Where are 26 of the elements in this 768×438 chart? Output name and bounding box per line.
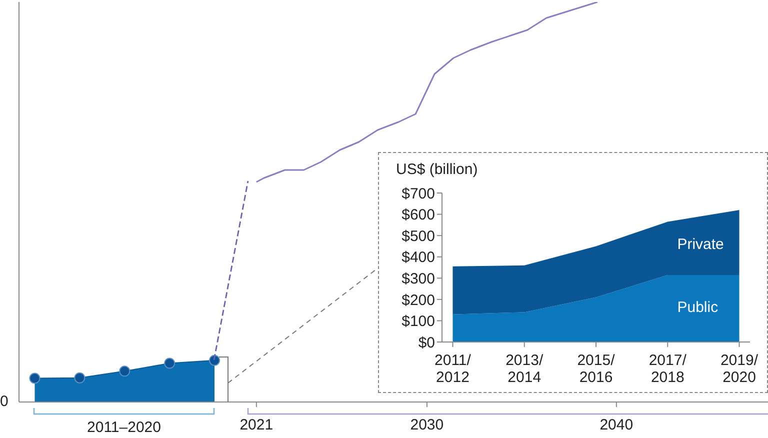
y-tick-label: $700 xyxy=(402,185,435,202)
point xyxy=(29,372,40,384)
x-tick-label: 2040 xyxy=(600,416,634,434)
y-tick-label: $0 xyxy=(418,334,435,352)
x-tick-label: 2011/2012 xyxy=(434,352,472,386)
y-tick-label: $400 xyxy=(402,249,435,266)
series-label: Public xyxy=(677,299,718,316)
point xyxy=(164,358,176,369)
x-tick-label: 2019/2020 xyxy=(720,352,759,386)
y-axis-title: US$ (billion) xyxy=(396,161,478,178)
y-tick-label: $600 xyxy=(402,206,435,224)
x-axis-title: 2011–2020 xyxy=(86,419,162,436)
x-tick-label: 2030 xyxy=(410,416,444,434)
x-tick-label: 2021 xyxy=(240,416,274,434)
x-tick-label: 2013/2014 xyxy=(506,352,544,386)
y-tick-label: $100 xyxy=(402,313,435,330)
text: 0 xyxy=(0,393,8,410)
point xyxy=(74,372,86,384)
y-tick-label: $200 xyxy=(402,292,435,309)
y-tick-label: $300 xyxy=(402,270,435,288)
x-tick-label: 2015/2016 xyxy=(577,352,616,386)
point xyxy=(119,366,130,377)
y-tick-label: $500 xyxy=(402,228,435,245)
series-label: Private xyxy=(677,236,724,254)
x-tick-label: 2017/2018 xyxy=(648,352,688,386)
point xyxy=(209,354,220,366)
